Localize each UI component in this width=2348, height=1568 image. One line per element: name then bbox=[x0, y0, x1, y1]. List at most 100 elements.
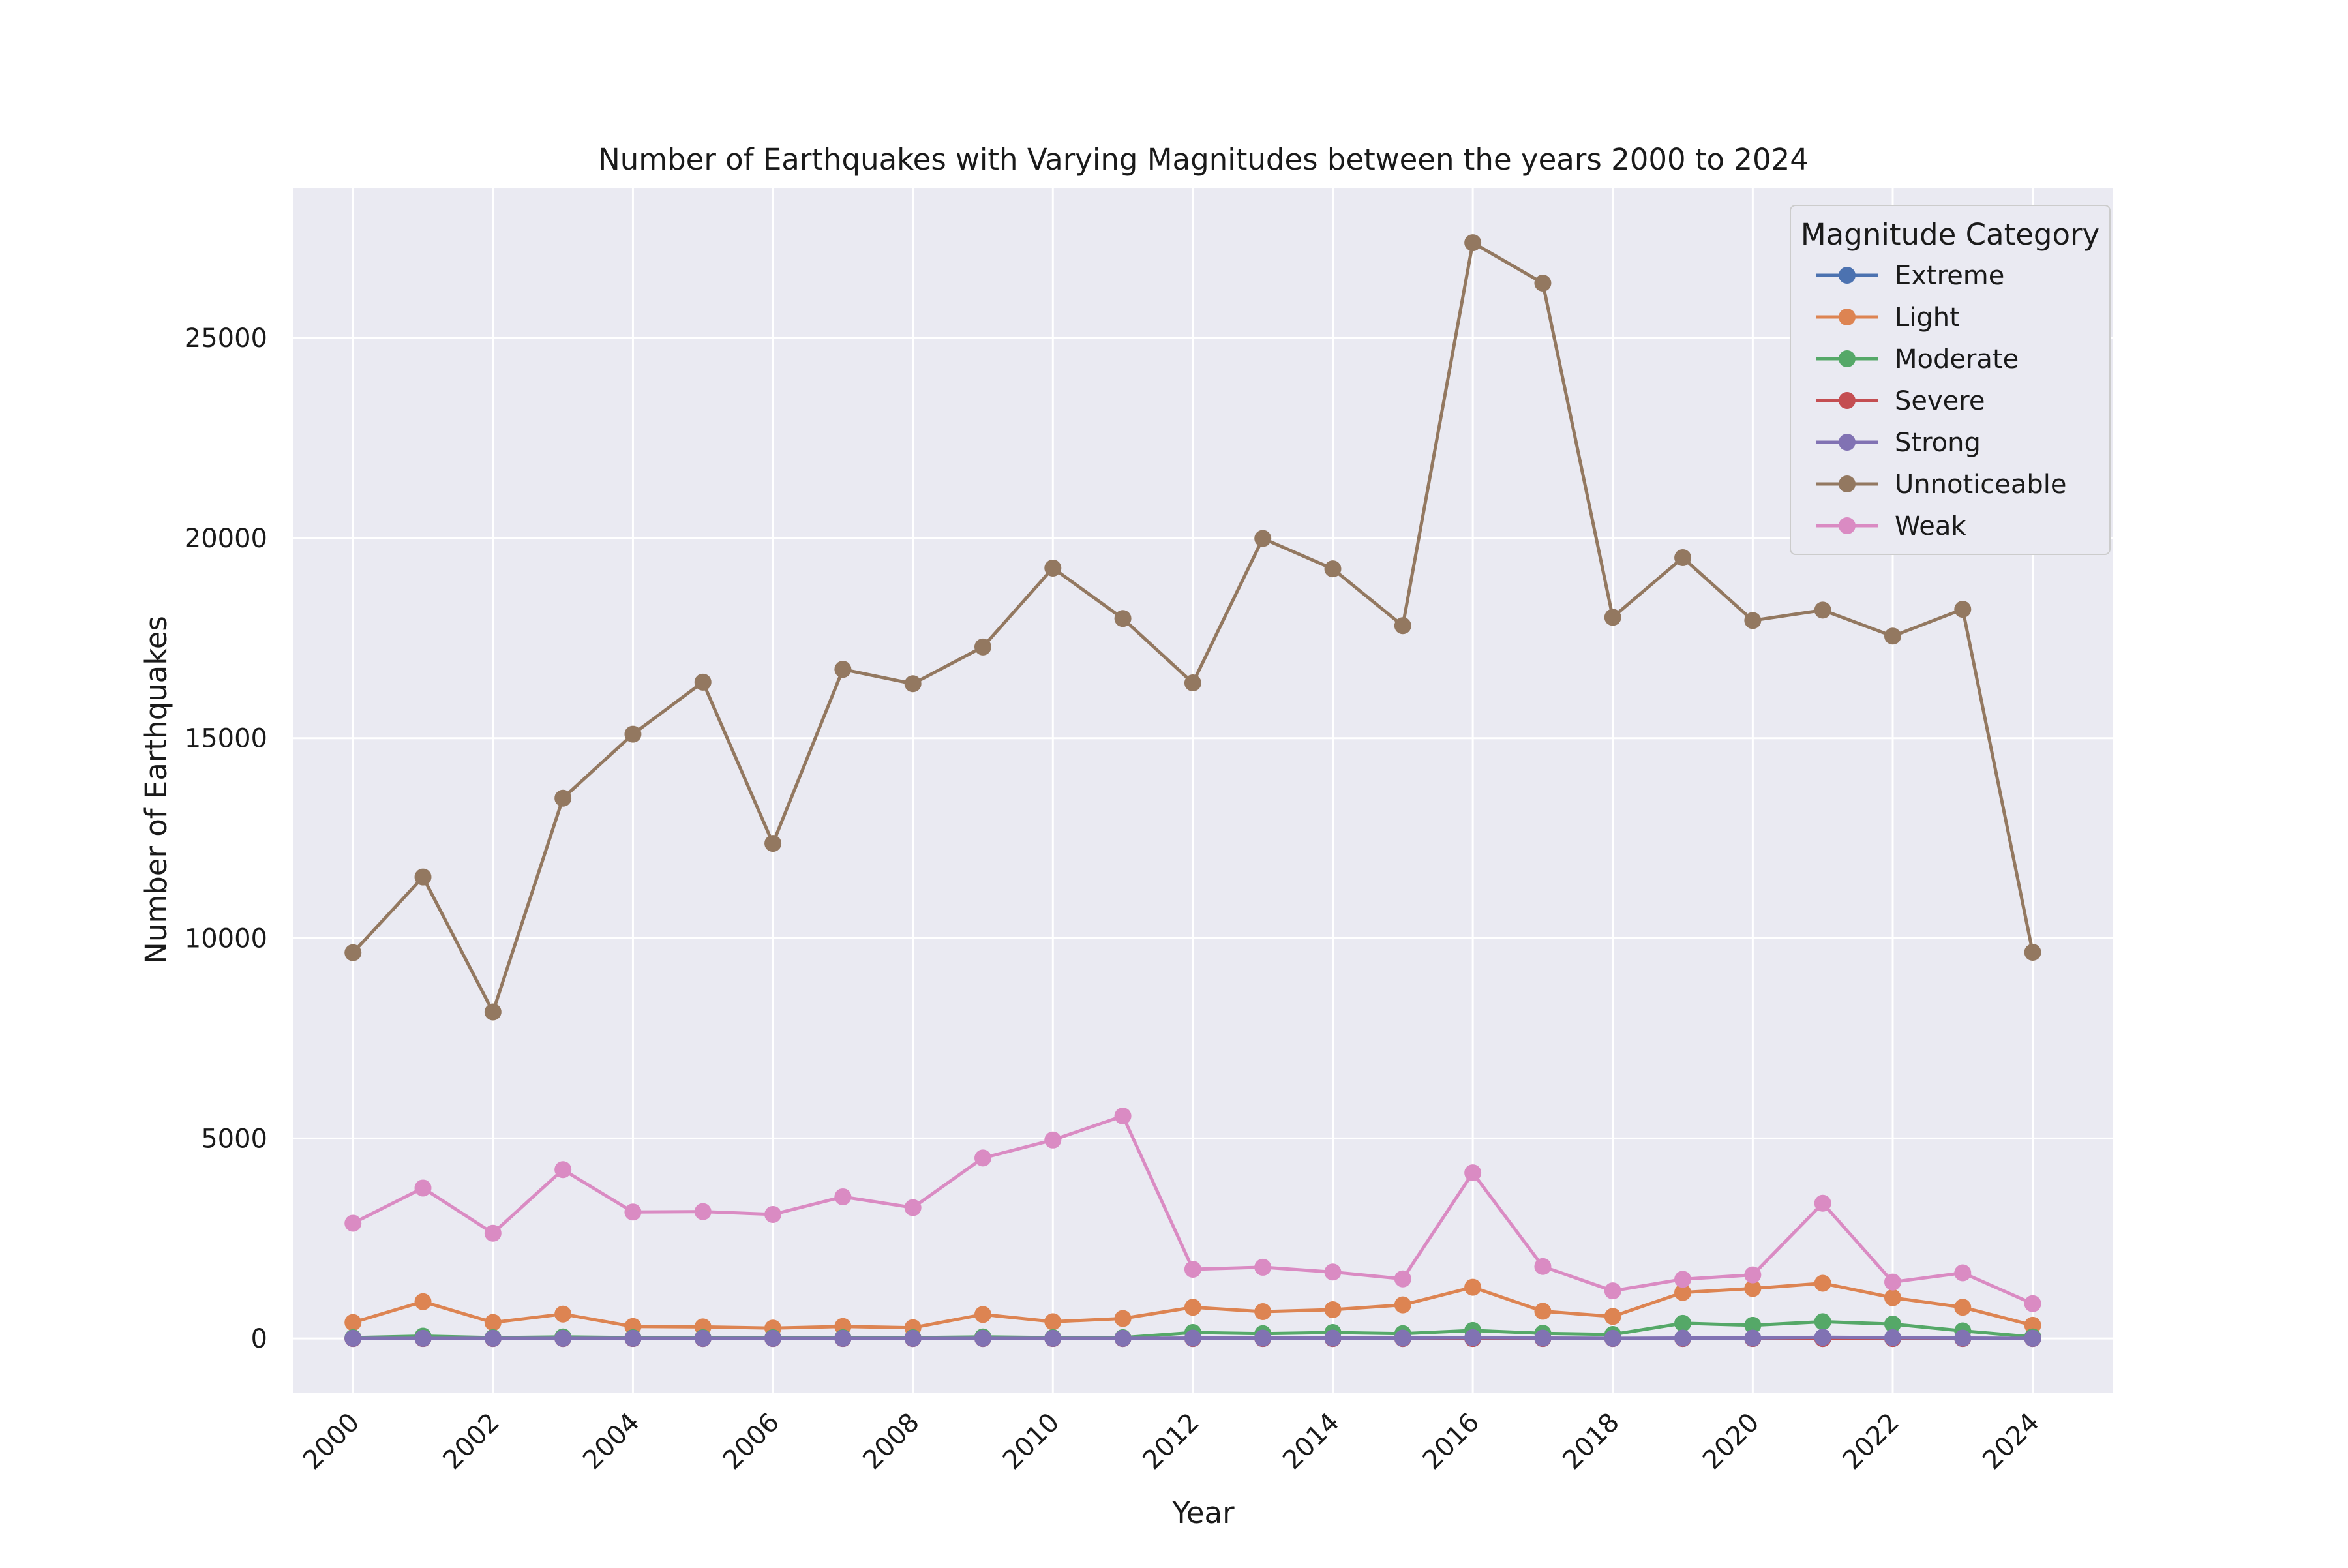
data-point bbox=[1324, 1263, 1342, 1281]
data-point bbox=[484, 1224, 502, 1242]
data-point bbox=[414, 1329, 432, 1347]
data-point bbox=[1884, 1329, 1901, 1346]
data-point bbox=[1254, 1258, 1272, 1276]
x-tick-label: 2004 bbox=[577, 1408, 646, 1476]
data-point bbox=[1674, 549, 1692, 566]
data-point bbox=[1534, 1258, 1552, 1275]
x-tick-label: 2012 bbox=[1137, 1408, 1205, 1476]
data-point bbox=[764, 1329, 782, 1347]
data-point bbox=[1184, 1299, 1201, 1316]
data-point bbox=[764, 1205, 782, 1223]
data-point bbox=[904, 1199, 922, 1216]
data-point bbox=[624, 725, 642, 743]
data-point bbox=[1604, 1329, 1621, 1347]
x-tick-label: 2020 bbox=[1697, 1408, 1766, 1476]
y-tick-label: 10000 bbox=[185, 924, 267, 954]
data-point bbox=[1604, 1282, 1621, 1300]
legend-label: Extreme bbox=[1895, 261, 2004, 291]
data-point bbox=[834, 1329, 852, 1347]
data-point bbox=[2024, 1295, 2041, 1312]
data-point bbox=[974, 1306, 991, 1323]
data-point bbox=[1254, 1303, 1272, 1321]
y-axis-ticks: 0 5000 10000 15000 20000 25000 bbox=[185, 324, 267, 1354]
data-point bbox=[1114, 1329, 1132, 1347]
data-point bbox=[414, 1293, 432, 1310]
data-point bbox=[834, 1188, 852, 1205]
data-point bbox=[344, 1314, 362, 1331]
data-point bbox=[1604, 609, 1621, 626]
legend-item: Moderate bbox=[1816, 344, 2019, 374]
data-point bbox=[624, 1329, 642, 1347]
data-point bbox=[1674, 1271, 1692, 1288]
x-tick-label: 2018 bbox=[1557, 1408, 1625, 1476]
data-point bbox=[1044, 1329, 1062, 1347]
data-point bbox=[1954, 1264, 1972, 1282]
data-point bbox=[974, 1329, 991, 1347]
data-point bbox=[1394, 617, 1411, 635]
x-tick-label: 2008 bbox=[857, 1408, 926, 1476]
x-axis-label: Year bbox=[1171, 1496, 1235, 1530]
data-point bbox=[904, 1329, 922, 1347]
data-point bbox=[554, 1329, 572, 1347]
legend-label: Light bbox=[1895, 303, 1960, 333]
legend-item: Unnoticeable bbox=[1816, 470, 2066, 500]
data-point bbox=[1464, 1329, 1482, 1346]
y-axis-label: Number of Earthquakes bbox=[139, 616, 173, 964]
data-point bbox=[1114, 1107, 1132, 1124]
data-point bbox=[1884, 1316, 1901, 1333]
x-tick-label: 2022 bbox=[1837, 1408, 1906, 1476]
data-point bbox=[1814, 1274, 1831, 1292]
series-layer bbox=[344, 234, 2041, 1348]
data-point bbox=[904, 675, 922, 693]
chart-title: Number of Earthquakes with Varying Magni… bbox=[598, 142, 1809, 177]
data-point bbox=[1884, 627, 1901, 645]
legend-marker bbox=[1839, 475, 1856, 492]
data-point bbox=[414, 1179, 432, 1197]
data-point bbox=[974, 638, 991, 656]
x-tick-label: 2006 bbox=[717, 1408, 786, 1476]
legend-marker bbox=[1839, 392, 1856, 409]
data-point bbox=[344, 1329, 362, 1347]
data-point bbox=[1534, 275, 1552, 292]
data-point bbox=[694, 1203, 712, 1220]
x-tick-label: 2000 bbox=[297, 1408, 366, 1476]
legend-marker bbox=[1839, 517, 1856, 534]
data-point bbox=[1254, 1329, 1272, 1347]
legend-title: Magnitude Category bbox=[1801, 217, 2100, 252]
data-point bbox=[694, 673, 712, 691]
grid-lines bbox=[294, 188, 2113, 1393]
data-point bbox=[1114, 610, 1132, 627]
legend-item: Light bbox=[1816, 303, 1960, 333]
legend-marker bbox=[1839, 309, 1856, 325]
data-point bbox=[1744, 1266, 1762, 1284]
data-point bbox=[1954, 601, 1972, 618]
x-tick-label: 2016 bbox=[1417, 1408, 1486, 1476]
data-point bbox=[1254, 530, 1272, 547]
data-point bbox=[1814, 1194, 1831, 1212]
data-point bbox=[484, 1329, 502, 1347]
data-point bbox=[344, 944, 362, 961]
x-axis-ticks: 2000 2002 2004 2006 2008 2010 2012 2014 2016 2018… bbox=[297, 1408, 2045, 1476]
data-point bbox=[554, 789, 572, 807]
data-point bbox=[1954, 1299, 1972, 1316]
legend-box bbox=[1790, 205, 2111, 555]
x-tick-label: 2014 bbox=[1277, 1408, 1346, 1476]
legend-marker bbox=[1839, 434, 1856, 451]
data-point bbox=[1674, 1329, 1692, 1347]
data-point bbox=[1324, 560, 1342, 578]
data-point bbox=[694, 1329, 712, 1347]
legend-label: Severe bbox=[1895, 386, 1985, 416]
legend-item: Strong bbox=[1816, 428, 1981, 458]
data-point bbox=[484, 1314, 502, 1331]
y-tick-label: 25000 bbox=[185, 324, 267, 354]
data-point bbox=[1394, 1270, 1411, 1288]
data-point bbox=[1044, 1313, 1062, 1331]
legend-item: Severe bbox=[1816, 386, 1985, 416]
data-point bbox=[1044, 1131, 1062, 1149]
data-point bbox=[484, 1003, 502, 1021]
data-point bbox=[344, 1214, 362, 1232]
data-point bbox=[1884, 1289, 1901, 1306]
data-point bbox=[414, 868, 432, 886]
y-tick-label: 15000 bbox=[185, 724, 267, 754]
